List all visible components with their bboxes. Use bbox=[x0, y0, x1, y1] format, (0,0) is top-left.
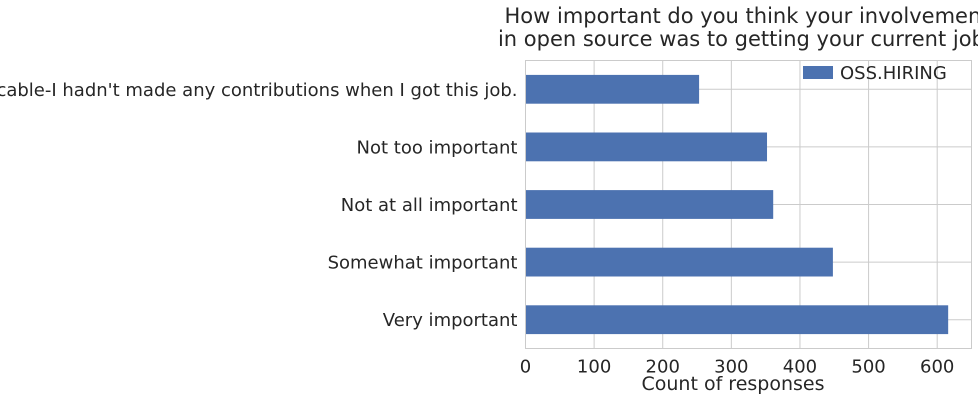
x-tick-label: 0 bbox=[520, 357, 531, 378]
x-tick-label: 200 bbox=[646, 357, 680, 378]
legend-swatch bbox=[803, 66, 833, 79]
bar bbox=[525, 247, 833, 277]
legend-label: OSS.HIRING bbox=[840, 63, 947, 84]
bar-layer bbox=[525, 74, 949, 335]
plot-frame bbox=[525, 60, 972, 349]
y-tick-label: Not too important bbox=[357, 137, 518, 158]
y-tick-label: Not applicable-I hadn't made any contrib… bbox=[0, 80, 518, 101]
x-tick-label: 400 bbox=[783, 357, 817, 378]
x-axis-label: Count of responses bbox=[641, 373, 824, 395]
bar bbox=[525, 74, 700, 104]
x-tick-label: 500 bbox=[851, 357, 885, 378]
y-tick-label: Very important bbox=[383, 310, 518, 331]
y-tick-label: Somewhat important bbox=[328, 253, 518, 274]
x-tick-label: 100 bbox=[577, 357, 611, 378]
bar bbox=[525, 190, 774, 219]
x-tick-label: 300 bbox=[714, 357, 748, 378]
bar bbox=[525, 305, 949, 335]
legend: OSS.HIRING bbox=[803, 63, 947, 84]
x-tick-label: 600 bbox=[920, 357, 954, 378]
chart-title-line-1: How important do you think your involvem… bbox=[505, 4, 978, 28]
chart-title-line-2: in open source was to getting your curre… bbox=[498, 27, 978, 51]
tick-layer: 0 100 200 300 400 500 600 Very important Somewha… bbox=[0, 80, 954, 378]
y-tick-label: Not at all important bbox=[341, 195, 518, 216]
bar bbox=[525, 132, 768, 162]
